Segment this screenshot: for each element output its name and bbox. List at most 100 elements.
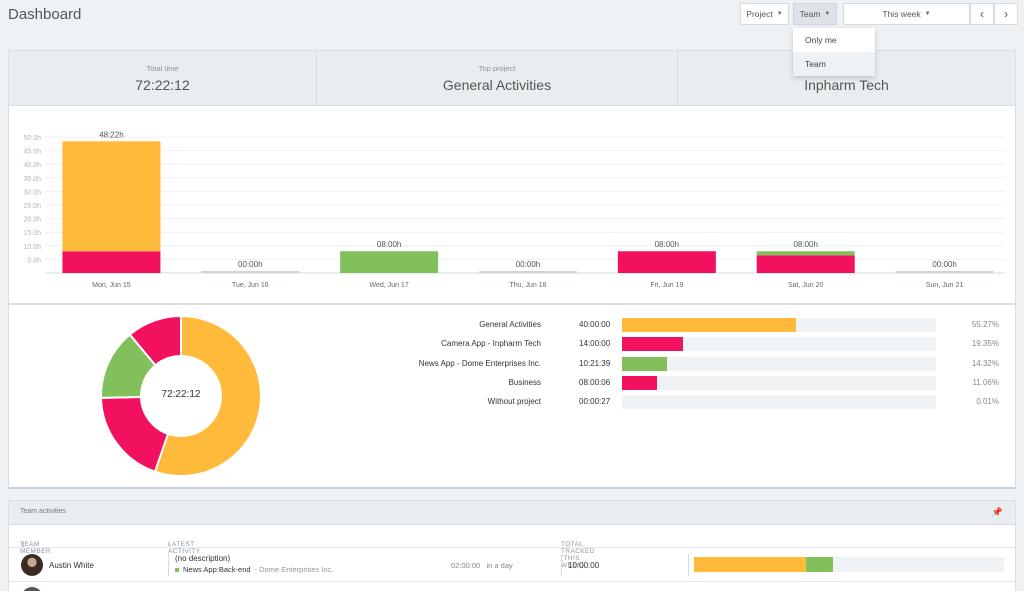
- breakdown-bar-track: [622, 395, 936, 410]
- breakdown-bar-fill: [622, 375, 657, 390]
- breakdown-percent: 55.27%: [971, 320, 999, 329]
- y-tick-label: 40.0h: [23, 162, 41, 169]
- breakdown-bar-fill: [622, 337, 683, 352]
- sort-icon: ⇕: [20, 542, 26, 549]
- x-tick-label: Sun, Jun 21: [926, 282, 963, 289]
- activity-duration: 02:00:00 in a day: [451, 561, 513, 570]
- y-tick-label: 30.0h: [23, 189, 41, 196]
- breakdown-project-name: General Activities: [479, 320, 541, 329]
- activity-description: (no description): [175, 554, 231, 563]
- bar-segment: [756, 251, 855, 256]
- bar-total-label: 08:00h: [655, 240, 679, 249]
- bar-total-label: 00:00h: [516, 260, 540, 269]
- week-distribution-bar: [694, 557, 1004, 572]
- breakdown-row[interactable]: Camera App - Inpharm Tech 14:00:00 19.35%: [9, 337, 1015, 352]
- bar-segment: [617, 251, 716, 273]
- avatar: [21, 587, 43, 591]
- breakdown-row[interactable]: Business 08:00:06 11.06%: [9, 375, 1015, 390]
- activity-client-name: - Dome Enterprises Inc.: [254, 565, 334, 574]
- sort-desc-icon: ↓: [168, 541, 172, 548]
- donut-slice: [128, 314, 182, 367]
- top-project-label: Top project: [478, 64, 516, 73]
- bar-total-label: 00:00h: [932, 260, 956, 269]
- breakdown-time: 10:21:39: [579, 358, 611, 368]
- breakdown-bar-track: [622, 337, 936, 352]
- donut-chart-svg: [99, 314, 262, 477]
- breakdown-row[interactable]: Without project 00:00:27 0.01%: [9, 395, 1015, 410]
- activity-project-name: News App:Back-end: [183, 565, 251, 574]
- breakdown-time: 08:00:06: [579, 377, 611, 387]
- week-bar-segment: [694, 557, 806, 572]
- bar-total-label: 00:00h: [238, 260, 262, 269]
- breakdown-bar-track: [622, 318, 936, 332]
- bar-chart-svg: 5.0h 10.0h 15.0h 20.0h 25.0h 30.0h 35.0h 40.0h 4…: [23, 130, 1005, 289]
- breakdown-percent: 19.35%: [971, 339, 999, 349]
- y-tick-label: 5.0h: [27, 257, 41, 264]
- x-tick-label: Sat, Jun 20: [788, 282, 824, 289]
- next-week-button[interactable]: ›: [994, 3, 1018, 25]
- page-title: Dashboard: [8, 6, 82, 23]
- total-time-value: 72:22:12: [135, 77, 190, 93]
- donut-total-time: 72:22:12: [161, 389, 201, 400]
- breakdown-percent: 11.06%: [972, 377, 999, 387]
- bar-total-label: 08:00h: [377, 240, 401, 249]
- breakdown-bar-fill: [622, 318, 797, 332]
- y-tick-label: 35.0h: [23, 176, 41, 183]
- chevron-left-icon: ‹: [980, 7, 984, 21]
- member-name: Austin White: [49, 561, 94, 570]
- team-filter-button[interactable]: Team ▼: [793, 3, 837, 25]
- caret-down-icon: ▼: [824, 11, 831, 17]
- table-row[interactable]: Austin White (no description) News App:B…: [9, 548, 1015, 582]
- previous-week-button[interactable]: ‹: [970, 3, 994, 25]
- y-tick-label: 20.0h: [23, 217, 41, 224]
- breakdown-row[interactable]: General Activities 40:00:00 55.27%: [9, 318, 1015, 332]
- team-activities-title: Team activities: [20, 508, 66, 515]
- date-range-label: This week: [882, 9, 921, 19]
- team-dropdown-menu: Only me Team: [793, 28, 875, 76]
- breakdown-bar-track: [622, 375, 936, 390]
- bar-segment-empty: [895, 271, 994, 273]
- top-project-cell: Top project General Activities: [317, 51, 678, 105]
- breakdown-time: 00:00:27: [579, 397, 611, 407]
- table-row[interactable]: [9, 582, 1015, 591]
- breakdown-bar-track: [622, 356, 936, 371]
- team-filter-label: Team: [799, 9, 821, 19]
- top-client-value: Inpharm Tech: [804, 77, 889, 93]
- project-color-dot: [175, 567, 179, 572]
- bar-segment: [340, 251, 439, 273]
- caret-down-icon: ▼: [924, 11, 931, 17]
- bar-total-label: 08:00h: [793, 240, 817, 249]
- y-tick-label: 10.0h: [23, 244, 41, 251]
- breakdown-percent: 0.01%: [976, 397, 999, 407]
- dropdown-item-team[interactable]: Team: [793, 52, 875, 76]
- y-tick-label: 15.0h: [23, 230, 41, 237]
- team-table-header: TEAM MEMBER ⇕ LATEST ACTIVITY ↓ TOTAL TR…: [9, 525, 1015, 569]
- chevron-right-icon: ›: [1004, 7, 1008, 21]
- bar-segment-empty: [201, 271, 300, 273]
- y-tick-label: 25.0h: [23, 203, 41, 210]
- y-tick-label: 50.0h: [23, 135, 41, 142]
- x-tick-label: Fri, Jun 19: [650, 282, 683, 289]
- top-project-value: General Activities: [442, 77, 552, 93]
- avatar: [21, 554, 43, 576]
- breakdown-percent: 14.32%: [971, 358, 999, 368]
- weekly-bar-chart: 5.0h 10.0h 15.0h 20.0h 25.0h 30.0h 35.0h 40.0h 4…: [8, 106, 1016, 304]
- breakdown-row[interactable]: News App - Dome Enterprises Inc. 10:21:39…: [9, 356, 1015, 371]
- dropdown-item-only-me[interactable]: Only me: [805, 35, 837, 45]
- bar-segment: [62, 251, 161, 273]
- project-filter-label: Project: [746, 9, 773, 19]
- team-activities-panel: Team activities 📌 TEAM MEMBER ⇕ LATEST A…: [8, 500, 1016, 591]
- breakdown-bar-fill: [622, 356, 668, 371]
- bar-segment: [62, 141, 161, 252]
- team-activities-header: Team activities 📌: [9, 501, 1015, 525]
- top-client-cell: Inpharm Tech: [678, 51, 1015, 105]
- total-tracked-value: 10:00:00: [561, 554, 599, 576]
- x-tick-label: Thu, Jun 18: [510, 282, 547, 289]
- y-tick-label: 45.0h: [23, 149, 41, 156]
- x-tick-label: Mon, Jun 15: [92, 282, 131, 289]
- x-tick-label: Tue, Jun 16: [232, 282, 269, 289]
- date-range-button[interactable]: This week ▼: [843, 3, 970, 25]
- breakdown-project-name: Business: [508, 377, 541, 387]
- pin-icon[interactable]: 📌: [991, 507, 1003, 517]
- project-filter-button[interactable]: Project ▼: [740, 3, 789, 25]
